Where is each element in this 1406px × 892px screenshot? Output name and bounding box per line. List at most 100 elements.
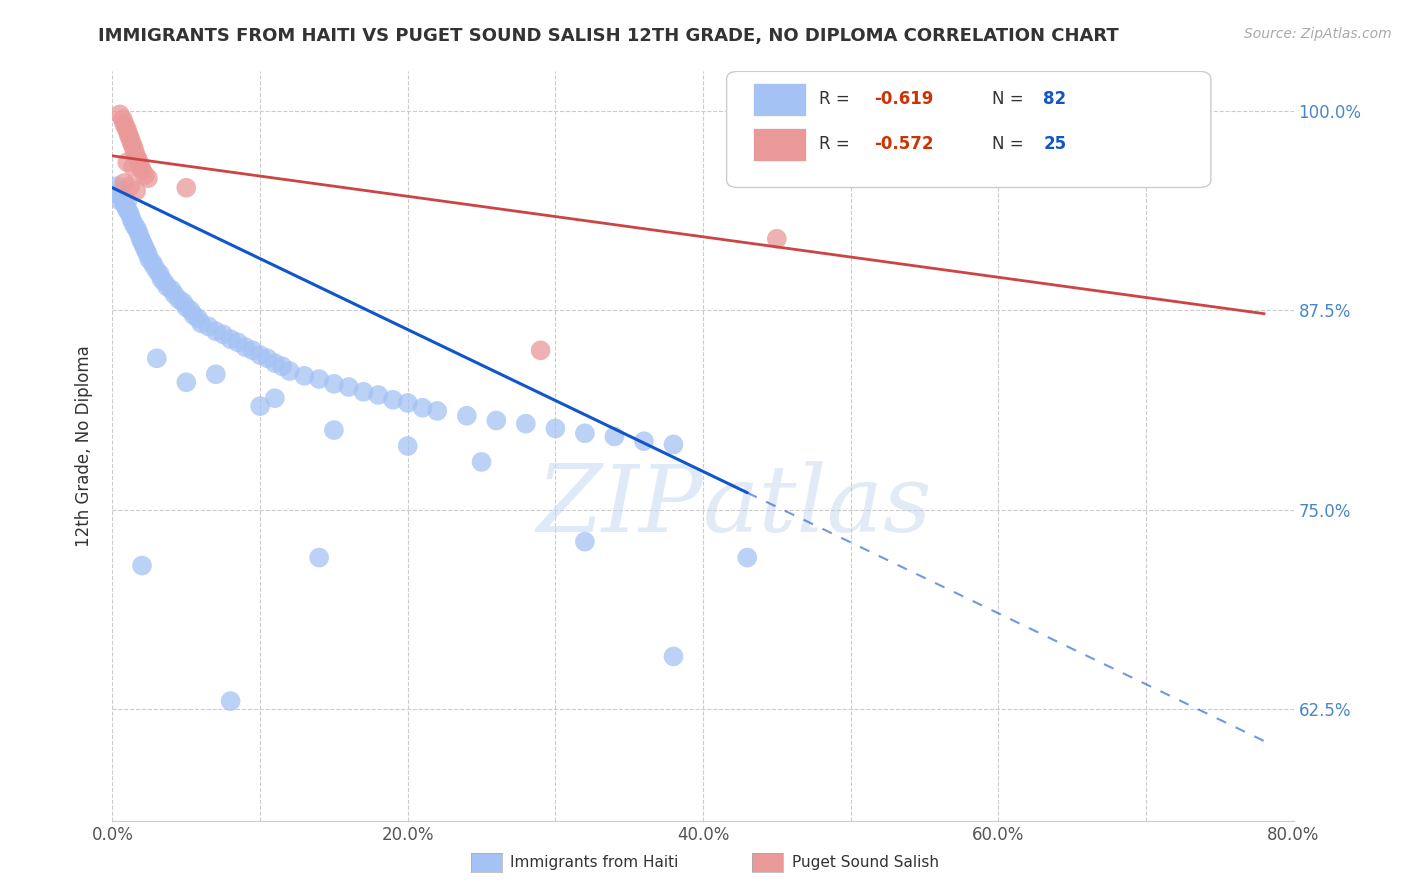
- Point: [149, 267, 172, 281]
- Point: [574, 426, 596, 441]
- Point: [153, 275, 176, 289]
- Text: -0.619: -0.619: [875, 90, 934, 108]
- Point: [396, 439, 419, 453]
- Point: [112, 117, 135, 131]
- Point: [515, 417, 537, 431]
- Point: [131, 558, 153, 573]
- Point: [128, 227, 150, 241]
- Point: [766, 232, 789, 246]
- Point: [426, 404, 449, 418]
- Point: [470, 455, 494, 469]
- Point: [122, 216, 145, 230]
- Point: [574, 534, 596, 549]
- Point: [110, 184, 132, 198]
- Point: [633, 434, 655, 449]
- Point: [125, 184, 148, 198]
- Point: [121, 136, 143, 150]
- Point: [226, 335, 249, 350]
- Point: [485, 413, 508, 427]
- Point: [108, 107, 131, 121]
- Point: [352, 384, 374, 399]
- Point: [132, 238, 155, 252]
- FancyBboxPatch shape: [727, 71, 1211, 187]
- Point: [117, 123, 138, 137]
- Point: [117, 155, 138, 169]
- Point: [134, 241, 156, 255]
- Point: [167, 293, 190, 307]
- Point: [129, 160, 152, 174]
- Point: [163, 287, 186, 301]
- Point: [105, 179, 128, 194]
- Point: [120, 131, 142, 145]
- Point: [174, 376, 197, 390]
- Point: [174, 301, 197, 315]
- Point: [264, 391, 287, 405]
- Point: [308, 372, 330, 386]
- Text: 12th Grade, No Diploma: 12th Grade, No Diploma: [76, 345, 93, 547]
- Text: IMMIGRANTS FROM HAITI VS PUGET SOUND SALISH 12TH GRADE, NO DIPLOMA CORRELATION C: IMMIGRANTS FROM HAITI VS PUGET SOUND SAL…: [98, 27, 1119, 45]
- Point: [146, 263, 169, 277]
- Text: R =: R =: [818, 90, 855, 108]
- Point: [737, 550, 759, 565]
- Point: [131, 163, 153, 178]
- Point: [118, 204, 141, 219]
- Point: [120, 208, 142, 222]
- Point: [180, 303, 202, 318]
- Point: [187, 311, 209, 326]
- Point: [544, 421, 567, 435]
- Point: [396, 396, 419, 410]
- Point: [121, 212, 143, 227]
- Point: [146, 351, 169, 366]
- Point: [125, 220, 148, 235]
- Point: [127, 152, 149, 166]
- Point: [249, 348, 271, 362]
- Point: [256, 351, 278, 366]
- Point: [337, 380, 360, 394]
- Point: [249, 399, 271, 413]
- Point: [264, 356, 287, 370]
- Text: R =: R =: [818, 135, 855, 153]
- Point: [125, 149, 148, 163]
- Point: [160, 283, 183, 297]
- Point: [131, 235, 153, 249]
- Point: [323, 423, 346, 437]
- Point: [141, 255, 163, 269]
- Text: 25: 25: [1043, 135, 1066, 153]
- Point: [112, 196, 135, 211]
- Point: [117, 202, 138, 217]
- Text: -0.572: -0.572: [875, 135, 934, 153]
- Point: [382, 392, 405, 407]
- Point: [603, 429, 626, 443]
- Point: [114, 120, 136, 135]
- Text: atlas: atlas: [703, 461, 932, 551]
- Point: [233, 340, 256, 354]
- Point: [129, 232, 152, 246]
- Text: N =: N =: [993, 90, 1029, 108]
- Point: [135, 244, 157, 259]
- Point: [174, 180, 197, 194]
- Point: [271, 359, 294, 374]
- Text: N =: N =: [993, 135, 1029, 153]
- Point: [111, 112, 134, 127]
- Point: [114, 200, 136, 214]
- Point: [127, 224, 149, 238]
- Point: [108, 194, 131, 208]
- Point: [323, 376, 346, 391]
- Text: Immigrants from Haiti: Immigrants from Haiti: [510, 855, 679, 870]
- Point: [122, 160, 145, 174]
- Point: [190, 316, 212, 330]
- Text: ZIP: ZIP: [536, 461, 703, 551]
- Point: [219, 694, 242, 708]
- Point: [219, 332, 242, 346]
- Point: [138, 252, 160, 267]
- Point: [529, 343, 551, 358]
- Point: [142, 259, 165, 273]
- Point: [136, 171, 159, 186]
- Point: [136, 248, 159, 262]
- Bar: [752, 128, 806, 161]
- Bar: [752, 83, 806, 116]
- Point: [124, 219, 146, 233]
- Text: Puget Sound Salish: Puget Sound Salish: [792, 855, 939, 870]
- Point: [107, 187, 129, 202]
- Point: [117, 195, 138, 210]
